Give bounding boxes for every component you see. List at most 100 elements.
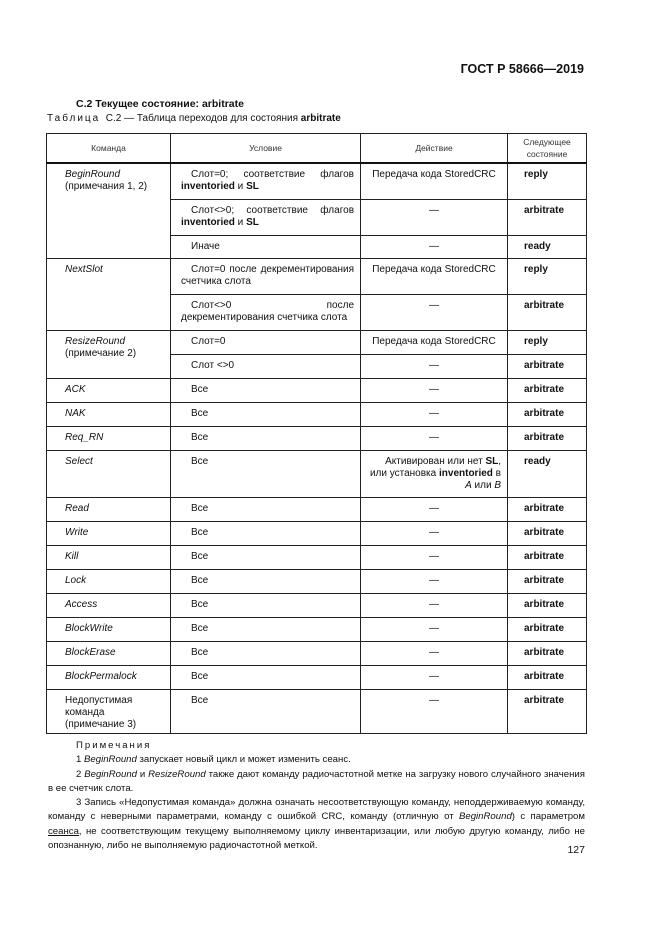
- cell-condition: Все: [170, 568, 361, 594]
- cell-condition: Все: [170, 664, 361, 690]
- note-item: 3 Запись «Недопустимая команда» должна о…: [48, 797, 585, 852]
- cell-next-state: arbitrate: [507, 616, 587, 642]
- cell-condition: Слот<>0; соответствие флагов inventoried…: [170, 198, 361, 236]
- cell-command: BlockWrite: [46, 616, 171, 642]
- col-header-command: Команда: [46, 133, 171, 164]
- cell-condition: Все: [170, 688, 361, 734]
- table-row: Слот<>0 после декрементирования счетчика…: [47, 293, 587, 331]
- cell-next-state: arbitrate: [507, 293, 587, 331]
- cell-action: —: [360, 234, 508, 259]
- table-row: BlockErase Все — arbitrate: [46, 640, 587, 666]
- cell-command: NAK: [46, 401, 171, 427]
- note-item: 2 BeginRound и ResizeRound также дают ко…: [48, 768, 585, 794]
- cell-command: BeginRound (примечания 1, 2): [46, 162, 171, 259]
- notes: Примечания 1 BeginRound запускает новый …: [48, 739, 585, 853]
- cell-next-state: arbitrate: [507, 592, 587, 618]
- cell-command: Select: [46, 449, 171, 498]
- cell-action: Передача кода StoredCRC: [360, 162, 508, 200]
- cell-command: Write: [46, 520, 171, 546]
- cell-command: Kill: [46, 544, 171, 570]
- cell-next-state: reply: [507, 329, 587, 355]
- col-header-action: Действие: [360, 133, 508, 164]
- cell-command: Access: [46, 592, 171, 618]
- cell-action: —: [360, 544, 508, 570]
- cell-action: —: [360, 293, 508, 331]
- cell-next-state: arbitrate: [507, 401, 587, 427]
- table-row: NextSlot Слот=0 после декрементирования с…: [46, 257, 587, 331]
- table-row: Недопустимая команда (примечание 3) Все — a…: [46, 688, 587, 734]
- cell-next-state: arbitrate: [507, 664, 587, 690]
- cell-action: —: [360, 198, 508, 236]
- cell-next-state: arbitrate: [507, 568, 587, 594]
- cell-next-state: arbitrate: [507, 353, 587, 379]
- cell-next-state: ready: [507, 234, 587, 259]
- cell-action: —: [360, 353, 508, 379]
- cell-action: —: [360, 592, 508, 618]
- cell-action: Передача кода StoredCRC: [360, 329, 508, 355]
- table-row: ACK Все — arbitrate: [46, 377, 587, 403]
- cell-command: BlockPermalock: [46, 664, 171, 690]
- cell-condition: Все: [170, 520, 361, 546]
- cell-condition: Все: [170, 616, 361, 642]
- cell-condition: Иначе: [170, 234, 361, 259]
- cell-command: NextSlot: [46, 257, 171, 331]
- cell-action: —: [360, 616, 508, 642]
- cell-condition: Все: [170, 401, 361, 427]
- cell-next-state: arbitrate: [507, 425, 587, 451]
- page-number: 127: [567, 844, 585, 856]
- col-header-condition: Условие: [170, 133, 361, 164]
- cell-action: —: [360, 496, 508, 522]
- cell-command: ACK: [46, 377, 171, 403]
- cell-next-state: arbitrate: [507, 688, 587, 734]
- cell-next-state: arbitrate: [507, 198, 587, 236]
- table-row: Select Все Активирован или нет SL, или уст…: [46, 449, 587, 498]
- table-header-row: Команда Условие Действие Следующее состо…: [46, 133, 587, 164]
- cell-condition: Все: [170, 640, 361, 666]
- cell-action: —: [360, 425, 508, 451]
- table-row: Read Все — arbitrate: [46, 496, 587, 522]
- cell-next-state: arbitrate: [507, 640, 587, 666]
- cell-condition: Все: [170, 496, 361, 522]
- cell-condition: Все: [170, 544, 361, 570]
- cell-action: —: [360, 401, 508, 427]
- table-row: Kill Все — arbitrate: [46, 544, 587, 570]
- cell-action: —: [360, 640, 508, 666]
- cell-next-state: reply: [507, 257, 587, 295]
- cell-condition: Все: [170, 377, 361, 403]
- table-row: ResizeRound (примечание 2) Слот=0 Передача…: [46, 329, 587, 379]
- cell-command: ResizeRound (примечание 2): [46, 329, 171, 379]
- cell-condition: Слот <>0: [170, 353, 361, 379]
- cell-next-state: arbitrate: [507, 520, 587, 546]
- cell-condition: Слот=0: [170, 329, 361, 355]
- cell-action: —: [360, 664, 508, 690]
- table-row: Write Все — arbitrate: [46, 520, 587, 546]
- table-row: Иначе — ready: [47, 234, 587, 259]
- table-row: BlockWrite Все — arbitrate: [46, 616, 587, 642]
- cell-command: Недопустимая команда (примечание 3): [46, 688, 171, 734]
- cell-next-state: arbitrate: [507, 377, 587, 403]
- cell-command: BlockErase: [46, 640, 171, 666]
- cell-next-state: arbitrate: [507, 496, 587, 522]
- cell-action: —: [360, 520, 508, 546]
- document-header: ГОСТ Р 58666—2019: [460, 62, 584, 76]
- cell-condition: Все: [170, 449, 361, 498]
- table-row: Access Все — arbitrate: [46, 592, 587, 618]
- cell-condition: Слот=0 после декрементирования счетчика …: [170, 257, 361, 295]
- cell-command: Req_RN: [46, 425, 171, 451]
- cell-next-state: arbitrate: [507, 544, 587, 570]
- cell-condition: Слот=0; соответствие флагов inventoried …: [170, 162, 361, 200]
- table-row: Слот <>0— arbitrate: [47, 353, 587, 379]
- cell-action: —: [360, 568, 508, 594]
- cell-action: —: [360, 377, 508, 403]
- table-row: Lock Все — arbitrate: [46, 568, 587, 594]
- notes-title: Примечания: [76, 740, 152, 751]
- col-header-next-state: Следующее состояние: [507, 133, 587, 164]
- cell-next-state: reply: [507, 162, 587, 200]
- cell-condition: Все: [170, 425, 361, 451]
- cell-command: Lock: [46, 568, 171, 594]
- cell-next-state: ready: [507, 449, 587, 498]
- cell-command: Read: [46, 496, 171, 522]
- table-row: Req_RN Все — arbitrate: [46, 425, 587, 451]
- table-row: NAK Все — arbitrate: [46, 401, 587, 427]
- cell-action: Активирован или нет SL, или установка in…: [360, 449, 508, 498]
